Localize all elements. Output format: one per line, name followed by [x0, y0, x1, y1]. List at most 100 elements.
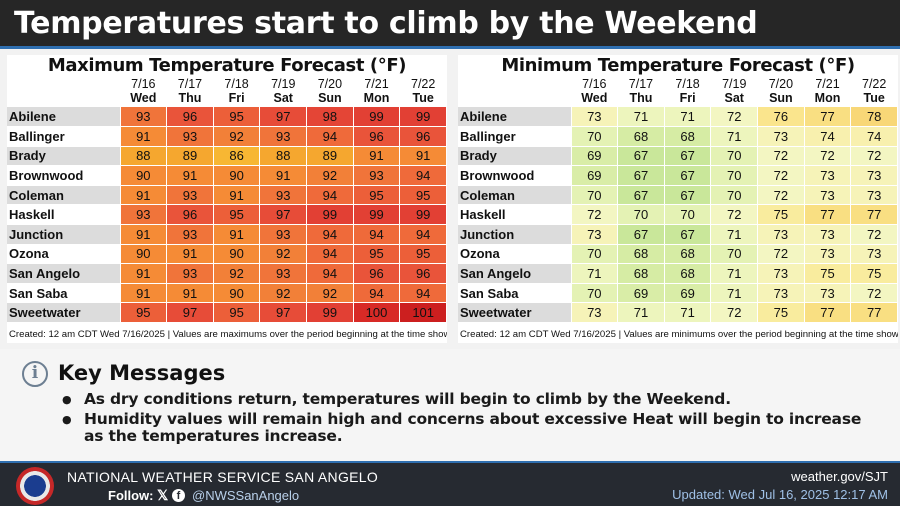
city-name: Brownwood: [458, 165, 572, 186]
temp-cell: 94: [306, 126, 354, 147]
table-row: Ballinger 91 93 92 93 94 96 96: [7, 126, 447, 147]
temp-cell: 67: [664, 165, 712, 186]
temp-cell: 95: [120, 302, 168, 324]
table-row: Brownwood 69 67 67 70 72 73 73: [458, 165, 898, 186]
column-day: Mon: [814, 91, 841, 105]
temp-cell: 90: [213, 283, 261, 304]
column-date: 7/18: [675, 77, 700, 91]
city-name: Junction: [458, 224, 572, 245]
max-temp-body: Abilene 93 96 95 97 98 99 99 Ballinger 91 93 92 93 94…: [7, 107, 447, 324]
column-header: 7/19 Sat: [711, 75, 758, 107]
table-row: San Angelo 91 93 92 93 94 96 96: [7, 263, 447, 284]
column-header: 7/22 Tue: [851, 75, 898, 107]
city-name: Sweetwater: [458, 302, 572, 324]
temp-cell: 67: [617, 165, 665, 186]
temp-cell: 71: [664, 107, 712, 128]
temp-cell: 77: [804, 204, 852, 226]
temp-cell: 68: [664, 126, 712, 147]
temp-cell: 92: [306, 165, 354, 186]
temp-cell: 72: [850, 283, 898, 304]
column-header: 7/16 Wed: [571, 75, 618, 107]
column-date: 7/21: [815, 77, 840, 91]
column-day: Fri: [228, 91, 245, 105]
social-handle[interactable]: @NWSSanAngelo: [192, 488, 300, 503]
temp-cell: 93: [353, 165, 401, 186]
temp-cell: 94: [399, 165, 447, 186]
page-title: Temperatures start to climb by the Weeke…: [14, 6, 758, 41]
column-day: Sat: [724, 91, 744, 105]
temp-cell: 77: [804, 302, 852, 324]
temp-cell: 70: [710, 146, 759, 167]
temp-cell: 86: [213, 146, 261, 167]
temp-cell: 95: [399, 185, 447, 206]
column-header: 7/18 Fri: [213, 75, 260, 107]
temp-cell: 100: [353, 302, 401, 324]
temp-cell: 96: [353, 126, 401, 147]
temp-cell: 72: [710, 107, 759, 128]
max-temp-table: 7/16 Wed 7/17 Thu 7/18 Fri 7/19 Sat 7/20 Sun 7/21 M…: [7, 75, 447, 324]
table-row: Brady 69 67 67 70 72 72 72: [458, 146, 898, 167]
city-name: San Angelo: [7, 263, 121, 284]
temp-cell: 94: [399, 224, 447, 245]
temp-cell: 97: [259, 302, 308, 324]
key-message-item: As dry conditions return, temperatures w…: [62, 391, 882, 409]
facebook-icon[interactable]: f: [172, 489, 185, 502]
temp-cell: 68: [617, 244, 665, 265]
temp-cell: 89: [166, 146, 214, 167]
temp-cell: 91: [120, 224, 168, 245]
min-temp-table: 7/16 Wed 7/17 Thu 7/18 Fri 7/19 Sat 7/20 Sun 7/21 M…: [458, 75, 898, 324]
temp-cell: 73: [804, 224, 852, 245]
max-temp-panel: Maximum Temperature Forecast (°F) 7/16 We…: [7, 55, 447, 343]
temp-cell: 94: [399, 283, 447, 304]
temp-cell: 72: [757, 185, 805, 206]
temp-cell: 94: [306, 185, 354, 206]
table-row: San Saba 91 91 90 92 92 94 94: [7, 283, 447, 304]
temp-cell: 99: [353, 107, 401, 128]
column-day: Tue: [863, 91, 885, 105]
x-social-icon[interactable]: 𝕏: [157, 487, 169, 503]
table-row: Brady 88 89 86 88 89 91 91: [7, 146, 447, 167]
city-name: Coleman: [458, 185, 572, 206]
temp-cell: 97: [259, 107, 308, 128]
temp-cell: 69: [617, 283, 665, 304]
temp-cell: 99: [399, 204, 447, 226]
temp-cell: 94: [306, 244, 354, 265]
temp-cell: 73: [571, 302, 619, 324]
key-messages-title: Key Messages: [58, 361, 226, 385]
temp-cell: 70: [571, 283, 619, 304]
table-row: Abilene 93 96 95 97 98 99 99: [7, 107, 447, 128]
column-day: Sat: [273, 91, 293, 105]
temp-cell: 70: [710, 244, 759, 265]
footer-bar: NATIONAL WEATHER SERVICE SAN ANGELO Foll…: [0, 461, 900, 506]
city-name: San Saba: [7, 283, 121, 304]
temp-cell: 76: [757, 107, 805, 128]
temp-cell: 91: [259, 165, 308, 186]
temp-cell: 99: [306, 302, 354, 324]
temp-cell: 67: [617, 185, 665, 206]
temp-cell: 91: [120, 185, 168, 206]
temp-cell: 70: [617, 204, 665, 226]
temp-cell: 71: [617, 107, 665, 128]
website-link[interactable]: weather.gov/SJT: [791, 469, 888, 484]
column-header: 7/21 Mon: [804, 75, 851, 107]
city-name: Haskell: [7, 204, 121, 226]
column-date: 7/22: [411, 77, 436, 91]
city-name: Ballinger: [458, 126, 572, 147]
temp-cell: 90: [120, 165, 168, 186]
column-header: 7/16 Wed: [120, 75, 167, 107]
column-date: 7/18: [224, 77, 249, 91]
city-name: Abilene: [7, 107, 121, 128]
temp-cell: 92: [213, 126, 261, 147]
column-date: 7/19: [722, 77, 747, 91]
column-date: 7/20: [768, 77, 794, 91]
column-header: 7/20 Sun: [758, 75, 805, 107]
temp-cell: 92: [213, 263, 261, 284]
temp-cell: 74: [804, 126, 852, 147]
temp-cell: 93: [166, 224, 214, 245]
info-icon: i: [22, 361, 48, 387]
temp-cell: 72: [850, 146, 898, 167]
temp-cell: 68: [617, 263, 665, 284]
temp-cell: 93: [166, 126, 214, 147]
temp-cell: 93: [166, 263, 214, 284]
column-header: 7/17 Thu: [618, 75, 665, 107]
